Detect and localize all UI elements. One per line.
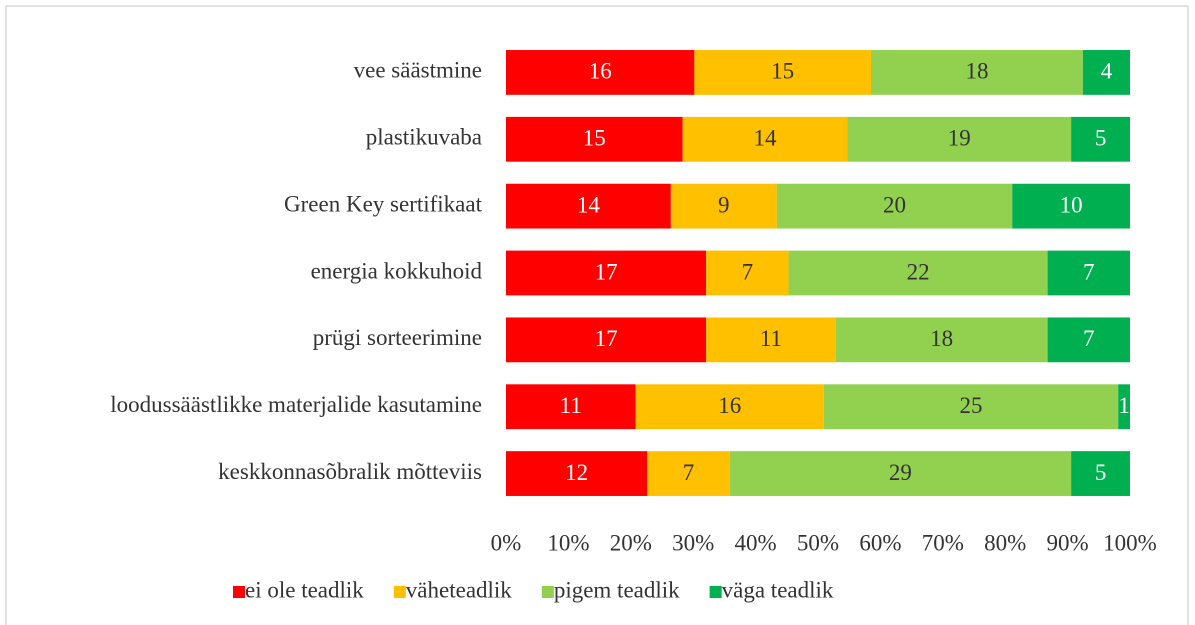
bar-segment (776, 183, 1013, 229)
legend-swatch (233, 586, 245, 598)
bar-segment (823, 384, 1119, 430)
legend-label: pigem teadlik (554, 577, 680, 602)
bar-segment (1047, 317, 1130, 363)
legend-label: väga teadlik (722, 577, 834, 602)
x-tick-label: 70% (922, 530, 964, 555)
data-label: 16 (589, 59, 612, 84)
bar-segment (1082, 50, 1130, 95)
data-label: 5 (1095, 126, 1107, 151)
bar-segment (706, 250, 789, 296)
x-tick-label: 10% (547, 530, 589, 555)
y-tick-label: Green Key sertifikaat (284, 191, 483, 216)
legend-swatch (393, 586, 406, 598)
bar-segment (1071, 451, 1130, 496)
data-label: 4 (1101, 59, 1113, 84)
data-label: 17 (595, 259, 618, 284)
x-tick-label: 50% (797, 530, 839, 555)
y-tick-label: plastikuvaba (366, 125, 482, 150)
bar-segment (1118, 384, 1130, 430)
data-label: 15 (583, 126, 606, 151)
data-label: 16 (718, 393, 741, 418)
bar-segment (506, 183, 671, 229)
legend-label: väheteadlik (406, 577, 513, 602)
bar-segment (635, 384, 824, 430)
data-label: 9 (718, 192, 730, 217)
bar-segment (506, 384, 636, 430)
y-tick-label: energia kokkuhoid (311, 258, 483, 283)
data-label: 1 (1118, 393, 1130, 418)
data-label: 18 (930, 326, 953, 351)
x-tick-label: 100% (1103, 530, 1157, 555)
legend-swatch (709, 586, 722, 598)
y-tick-label: vee säästmine (354, 58, 482, 83)
data-label: 11 (760, 326, 782, 351)
data-label: 7 (683, 460, 695, 485)
data-label: 11 (560, 393, 582, 418)
data-label: 15 (771, 59, 794, 84)
bar-segment (506, 317, 707, 363)
chart-border (5, 5, 1189, 625)
x-tick-label: 0% (491, 530, 522, 555)
x-tick-label: 40% (735, 530, 777, 555)
bar-segment (788, 250, 1048, 296)
y-tick-label: prügi sorteerimine (313, 325, 482, 350)
bar-segment (1012, 183, 1130, 229)
y-tick-label: keskkonnasõbralik mõtteviis (218, 459, 482, 484)
bar-segment (506, 250, 707, 296)
data-label: 19 (948, 126, 971, 151)
bar-segment (1071, 116, 1130, 162)
x-tick-label: 20% (610, 530, 652, 555)
data-label: 20 (883, 192, 906, 217)
data-label: 10 (1060, 192, 1083, 217)
data-label: 22 (907, 259, 930, 284)
data-label: 7 (1083, 326, 1095, 351)
bar-segment (647, 451, 730, 496)
bar-segment (729, 451, 1072, 496)
data-label: 17 (595, 326, 618, 351)
bar-segment (682, 116, 848, 162)
data-label: 12 (565, 460, 588, 485)
bar-segment (506, 116, 683, 162)
data-label: 14 (754, 126, 778, 151)
bar-segment (706, 317, 836, 363)
x-tick-label: 90% (1047, 530, 1089, 555)
bar-segment (870, 50, 1083, 95)
bar-segment (506, 451, 648, 496)
legend-swatch (541, 586, 554, 598)
bar-segment (670, 183, 777, 229)
data-label: 18 (965, 59, 988, 84)
bar-segment (506, 50, 695, 95)
y-tick-label: loodussäästlikke materjalide kasutamine (110, 392, 482, 417)
legend-label: ei ole teadlik (245, 577, 364, 602)
x-tick-label: 60% (859, 530, 901, 555)
data-label: 14 (577, 192, 601, 217)
x-tick-label: 80% (984, 530, 1026, 555)
data-label: 7 (742, 259, 754, 284)
bar-segment (835, 317, 1048, 363)
data-label: 7 (1083, 259, 1095, 284)
data-label: 5 (1095, 460, 1107, 485)
data-label: 25 (960, 393, 983, 418)
bar-segment (847, 116, 1072, 162)
x-tick-label: 30% (672, 530, 714, 555)
bar-segment (1047, 250, 1130, 296)
data-label: 29 (889, 460, 912, 485)
bar-segment (694, 50, 871, 95)
